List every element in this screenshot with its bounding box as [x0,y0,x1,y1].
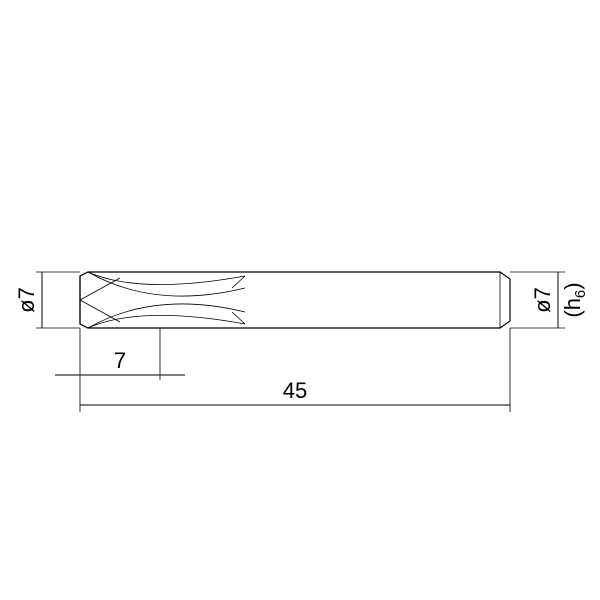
dim-overall-length: 45 [80,328,510,412]
dim-flute-length-label: 7 [114,348,126,373]
dim-right-tolerance: (h6) [560,282,589,317]
dim-left-diameter-label: ø7 [14,287,39,313]
dim-left-diameter: ø7 [14,272,80,328]
technical-drawing: ø7 ø7 (h6) 7 45 [0,0,600,600]
dim-overall-length-label: 45 [283,378,307,403]
dim-flute-length: 7 [55,328,185,412]
dim-right-diameter-label: ø7 [530,287,555,313]
tool-body [80,272,510,328]
dim-right-diameter: ø7 (h6) [510,272,589,328]
